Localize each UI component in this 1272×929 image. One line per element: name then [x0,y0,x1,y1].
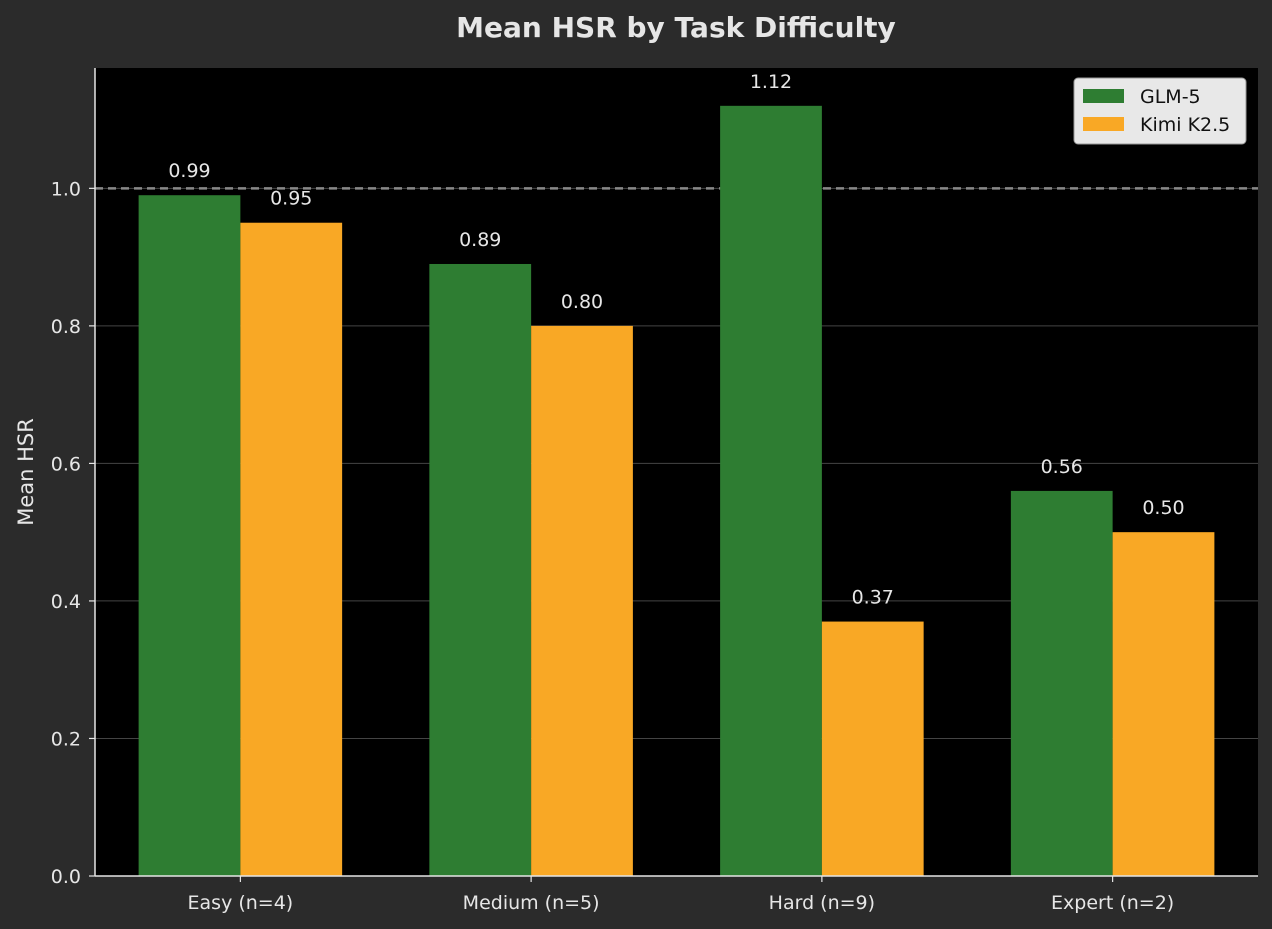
x-tick-label: Hard (n=9) [769,892,875,914]
y-tick-label: 1.0 [51,178,81,200]
data-label: 0.37 [852,587,894,609]
y-tick-label: 0.0 [51,866,81,888]
axes [89,68,1258,882]
y-tick-label: 0.4 [51,591,81,613]
x-tick-label: Expert (n=2) [1051,892,1174,914]
bar-glm5 [138,195,241,876]
data-label: 0.80 [561,291,603,313]
bar-kimi-k2-5 [240,222,343,877]
bar-glm5 [720,105,822,876]
data-label: 1.12 [750,71,792,93]
legend-swatch [1083,117,1124,131]
legend-label: Kimi K2.5 [1140,114,1230,136]
chart-title: Mean HSR by Task Difficulty [456,11,896,44]
bar-kimi-k2-5 [821,621,924,876]
data-label: 0.50 [1142,497,1184,519]
data-labels: 0.99 0.95 0.89 0.80 1.12 0.37 0.56 0.50 [168,71,1184,609]
data-label: 0.95 [270,188,312,210]
legend: GLM-5 Kimi K2.5 [1073,77,1247,145]
data-label: 0.89 [459,229,501,251]
y-tick-label: 0.2 [51,728,81,750]
bar-kimi-k2-5 [531,325,633,877]
bars [138,105,1215,877]
x-tick-label: Easy (n=4) [188,892,294,914]
legend-swatch [1083,89,1124,103]
legend-label: GLM-5 [1140,86,1201,108]
y-tick-labels: 0.0 0.2 0.4 0.6 0.8 1.0 [51,178,81,888]
y-axis-label: Mean HSR [14,418,38,526]
bar-glm5 [1010,490,1113,876]
x-tick-label: Medium (n=5) [463,892,600,914]
bar-kimi-k2-5 [1112,532,1215,876]
y-tick-label: 0.6 [51,453,81,475]
data-label: 0.99 [168,160,210,182]
y-tick-label: 0.8 [51,316,81,338]
x-tick-labels: Easy (n=4) Medium (n=5) Hard (n=9) Expert (… [188,892,1175,914]
bar-glm5 [429,263,532,876]
data-label: 0.56 [1041,456,1083,478]
